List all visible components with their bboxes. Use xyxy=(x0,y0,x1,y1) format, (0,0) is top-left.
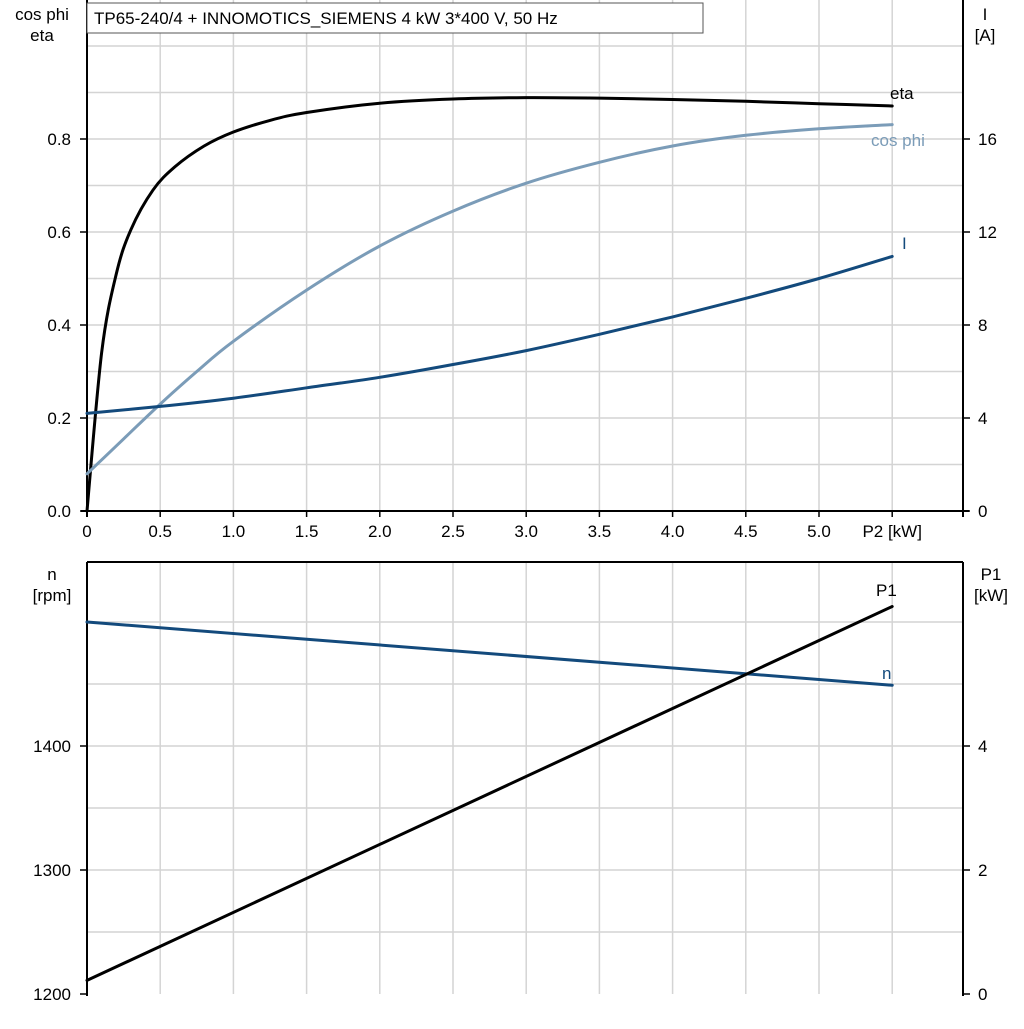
p1-series-label: P1 xyxy=(876,581,897,600)
x-tick-label: 1.0 xyxy=(222,522,246,541)
x-tick-label: 1.5 xyxy=(295,522,319,541)
right-tick-label: 0 xyxy=(978,502,987,521)
right-tick-label: 8 xyxy=(978,316,987,335)
bottom-left-axis-label: n xyxy=(47,565,56,584)
curves xyxy=(85,96,894,982)
axes xyxy=(80,0,970,996)
x-tick-label: 0 xyxy=(82,522,91,541)
bottom-left-tick-label: 1200 xyxy=(33,985,71,1004)
left-axis-label: eta xyxy=(30,26,54,45)
x-tick-label: P2 [kW] xyxy=(862,522,922,541)
labels: 0 0.5 1.0 1.5 2.0 2.5 3.0 3.5 4.0 4.5 5.0 P2 [kW] 0.… xyxy=(15,5,1008,1004)
bottom-left-tick-label: 1300 xyxy=(33,861,71,880)
bottom-right-axis-label: P1 xyxy=(981,565,1002,584)
current-curve xyxy=(85,254,894,415)
speed-curve xyxy=(85,620,894,687)
bottom-left-tick-label: 1400 xyxy=(33,737,71,756)
right-tick-label: 4 xyxy=(978,409,987,428)
left-tick-label: 0.2 xyxy=(47,409,71,428)
x-tick-label: 2.0 xyxy=(368,522,392,541)
bottom-left-axis-label: [rpm] xyxy=(33,586,72,605)
left-axis-label: cos phi xyxy=(15,5,69,24)
x-tick-label: 4.5 xyxy=(734,522,758,541)
p1-curve xyxy=(85,605,894,982)
title-box: TP65-240/4 + INNOMOTICS_SIEMENS 4 kW 3*4… xyxy=(86,2,704,34)
left-tick-label: 0.4 xyxy=(47,316,71,335)
current-series-label: I xyxy=(902,234,907,253)
left-tick-label: 0.0 xyxy=(47,502,71,521)
chart-title: TP65-240/4 + INNOMOTICS_SIEMENS 4 kW 3*4… xyxy=(94,9,558,28)
bottom-right-axis-label: [kW] xyxy=(974,586,1008,605)
right-axis-label: I xyxy=(983,5,988,24)
bottom-right-tick-label: 2 xyxy=(978,861,987,880)
speed-series-label: n xyxy=(882,664,891,683)
cosphi-curve xyxy=(85,123,894,476)
x-tick-label: 4.0 xyxy=(661,522,685,541)
x-tick-label: 5.0 xyxy=(807,522,831,541)
cosphi-series-label: cos phi xyxy=(871,131,925,150)
x-tick-label: 3.5 xyxy=(588,522,612,541)
left-tick-label: 0.8 xyxy=(47,130,71,149)
bottom-right-tick-label: 4 xyxy=(978,737,987,756)
x-tick-label: 3.0 xyxy=(514,522,538,541)
eta-curve xyxy=(85,96,894,513)
eta-series-label: eta xyxy=(890,84,914,103)
right-tick-label: 16 xyxy=(978,130,997,149)
bottom-grid xyxy=(87,562,963,994)
left-tick-label: 0.6 xyxy=(47,223,71,242)
right-tick-label: 12 xyxy=(978,223,997,242)
bottom-right-tick-label: 0 xyxy=(978,985,987,1004)
right-axis-label: [A] xyxy=(975,26,996,45)
x-tick-label: 2.5 xyxy=(441,522,465,541)
x-tick-label: 0.5 xyxy=(148,522,172,541)
